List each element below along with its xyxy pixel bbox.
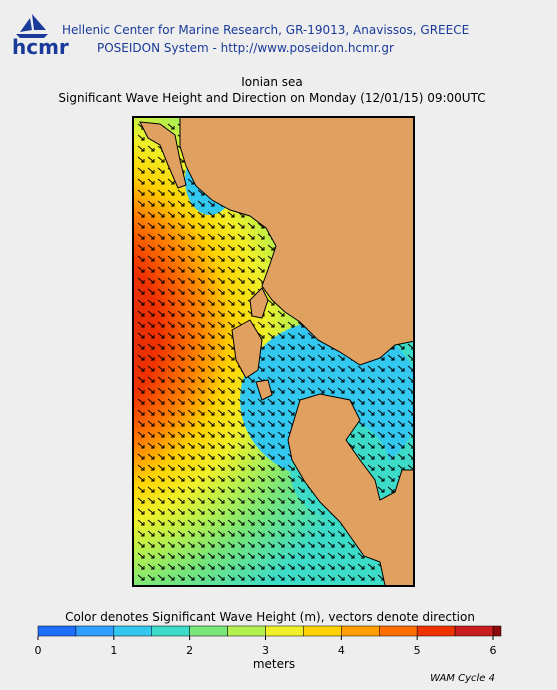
model-label: WAM Cycle 4 (430, 673, 495, 684)
colorbar-segment (189, 625, 228, 637)
map-frame (132, 116, 415, 587)
colorbar-segment (416, 625, 456, 637)
map-title: Significant Wave Height and Direction on… (58, 91, 485, 105)
colorbar-overflow (492, 625, 502, 637)
colorbar-tick-label: 1 (110, 644, 117, 657)
colorbar-segment (37, 625, 77, 637)
map-region: Ionian sea (241, 75, 303, 89)
map (134, 118, 413, 585)
colorbar-segment (113, 625, 153, 637)
colorbar-caption: Color denotes Significant Wave Height (m… (65, 610, 475, 624)
logo: hcmr (12, 14, 69, 59)
colorbar-segment (265, 625, 304, 637)
colorbar-tick-label: 5 (414, 644, 421, 657)
header-line: Hellenic Center for Marine Research, GR-… (62, 23, 469, 37)
colorbar-segment (454, 625, 494, 637)
colorbar-unit: meters (253, 657, 295, 671)
colorbar-segment (379, 625, 418, 637)
logo-text: hcmr (12, 35, 69, 59)
colorbar: 0 1 2 3 4 5 6 (35, 625, 502, 657)
header-line: POSEIDON System - http://www.poseidon.hc… (97, 41, 394, 55)
colorbar-segment (341, 625, 380, 637)
colorbar-segment (151, 625, 190, 637)
colorbar-segment (75, 625, 115, 637)
colorbar-tick-label: 3 (262, 644, 269, 657)
colorbar-tick-label: 4 (338, 644, 345, 657)
colorbar-tick-label: 2 (186, 644, 193, 657)
colorbar-segment (303, 625, 342, 637)
colorbar-tick-label: 6 (490, 644, 497, 657)
land (139, 118, 413, 585)
colorbar-segment (227, 625, 266, 637)
colorbar-tick-label: 0 (35, 644, 42, 657)
